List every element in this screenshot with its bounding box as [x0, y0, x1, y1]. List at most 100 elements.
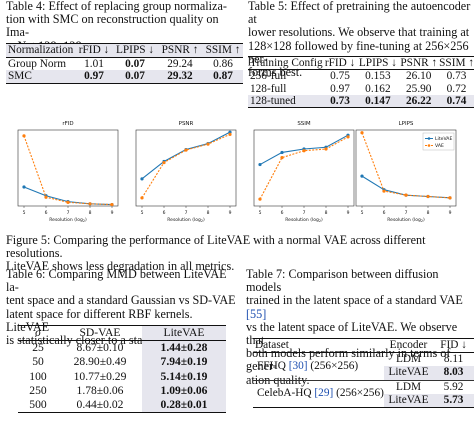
- data-point: [448, 196, 452, 200]
- plot-frame: [135, 129, 237, 207]
- table-row: 500 0.44±0.02 0.28±0.01: [18, 398, 226, 413]
- dataset-cell: FFHQ [30] (256×256): [253, 353, 384, 380]
- data-point: [88, 202, 92, 206]
- x-axis-label-subscript: 2: [201, 219, 203, 223]
- caption-line: vs the latent space of LiteVAE. We obser…: [246, 319, 458, 348]
- x-axis-label-close: ): [85, 217, 87, 223]
- x-tick-label: 6: [163, 210, 166, 216]
- table5: Training Config rFID ↓ LPIPS ↓ PSNR ↑ SS…: [248, 56, 474, 108]
- series-line-vae: [259, 136, 349, 200]
- table-header-row: Training Config rFID ↓ LPIPS ↓ PSNR ↑ SS…: [248, 56, 474, 70]
- x-axis-label: Resolution (log2): [49, 217, 87, 223]
- data-point: [206, 142, 210, 146]
- data-point: [258, 197, 262, 201]
- data-point: [324, 147, 328, 151]
- data-point: [280, 150, 284, 155]
- table-row: 256-full 0.75 0.153 26.10 0.73: [248, 70, 474, 83]
- table-cell: SMC: [8, 70, 32, 83]
- x-axis-label: Resolution (log2): [285, 217, 323, 223]
- x-tick-label: 7: [185, 210, 188, 216]
- table-cell: 0.73: [446, 70, 467, 83]
- table-cell: 50: [32, 355, 44, 369]
- table-row: 128-full 0.97 0.162 25.90 0.72: [248, 83, 474, 95]
- caption-line: latent space for different RBF kernels. …: [6, 306, 193, 334]
- header-cell: LiteVAE: [142, 325, 226, 341]
- table-row: 250 1.78±0.06 1.09±0.06: [18, 383, 226, 399]
- series-line-vae: [361, 132, 451, 199]
- table-cell: 0.74: [446, 94, 467, 107]
- x-tick-label: 5: [23, 210, 26, 216]
- data-point: [66, 200, 70, 204]
- x-axis-label: Resolution (log2): [167, 217, 205, 223]
- dataset-resolution: (256×256): [307, 359, 359, 372]
- data-point: [228, 132, 232, 136]
- table-cell: 500: [29, 398, 47, 412]
- table6-caption: Table 6: Comparing MMD between LiteVAE l…: [6, 267, 238, 347]
- data-point: [184, 148, 188, 152]
- table-cell: 0.153: [365, 70, 391, 83]
- x-tick-label: 8: [325, 210, 328, 216]
- x-axis-label-subscript: 2: [319, 219, 321, 223]
- table-row: 25 8.67±0.10 1.44±0.28: [18, 340, 226, 356]
- citation-link[interactable]: [29]: [314, 387, 334, 400]
- chart-title: rFID: [62, 121, 73, 127]
- table-cell: 256-full: [250, 70, 287, 83]
- table-cell: 25: [32, 341, 44, 355]
- table-cell: 0.97: [330, 82, 350, 95]
- plot-frame: [17, 129, 119, 207]
- caption-line: ation quality.: [246, 372, 310, 387]
- x-axis-label-close: ): [423, 217, 425, 223]
- table-cell: Group Norm: [8, 57, 67, 70]
- table-cell: 25.90: [406, 82, 432, 95]
- citation-link[interactable]: [55]: [246, 306, 267, 321]
- caption-line: 128×128 followed by fine-tuning at 256×2…: [248, 38, 469, 66]
- table-cell: LDM: [395, 380, 422, 393]
- caption-line: Table 6: Comparing MMD between LiteVAE l…: [6, 267, 227, 295]
- x-tick-label: 9: [449, 210, 452, 216]
- table-cell: 0.44±0.02: [76, 398, 124, 412]
- header-cell: rFID ↓: [78, 44, 110, 56]
- chart-title: LPIPS: [399, 121, 414, 127]
- table-cell: 100: [29, 369, 47, 383]
- table-cell: LiteVAE: [388, 393, 429, 406]
- data-point: [44, 195, 48, 199]
- chart-title: PSNR: [179, 121, 194, 127]
- caption-line: tion with SMC on reconstruction quality …: [6, 12, 219, 40]
- table-cell: 5.14±0.19: [142, 369, 226, 384]
- caption-line: lower resolutions. We observe that train…: [248, 25, 470, 40]
- data-point: [162, 160, 166, 165]
- header-cell: SSIM ↑: [439, 57, 474, 69]
- legend-label: VAE: [435, 143, 444, 149]
- legend-marker: [427, 144, 431, 147]
- table4-caption: Table 4: Effect of replacing group norma…: [6, 0, 238, 53]
- caption-line: tent space and a standard Gaussian vs SD…: [6, 293, 236, 308]
- data-point: [110, 202, 114, 207]
- table-cell: 0.86: [213, 57, 233, 70]
- table-cell: 8.11: [443, 353, 464, 366]
- x-tick-label: 8: [207, 210, 210, 216]
- data-point: [346, 135, 350, 139]
- citation-link[interactable]: [30]: [288, 359, 308, 372]
- header-cell: Encoder: [389, 339, 428, 351]
- x-tick-label: 7: [405, 210, 408, 216]
- table-cell: 7.94±0.19: [142, 355, 226, 370]
- figure5-charts: rFID 5 6 7 8 9 Resolution (log2) PSNR 5 6 7 8 9 Resol…: [17, 121, 457, 223]
- data-point: [280, 156, 284, 160]
- table-cell: LDM: [395, 353, 422, 366]
- x-tick-label: 6: [383, 210, 386, 216]
- data-point: [360, 131, 364, 135]
- x-tick-label: 9: [111, 210, 114, 216]
- table-cell: 29.24: [167, 57, 193, 70]
- table7-caption: Table 7: Comparison between diffusion mo…: [246, 267, 473, 387]
- table-cell: 0.87: [213, 70, 233, 83]
- caption-line: LiteVAE shows less degradation in all me…: [6, 259, 235, 274]
- table-cell: 5.92: [443, 380, 464, 393]
- table7: Dataset Encoder FID ↓ FFHQ [30] (256×256…: [253, 338, 474, 408]
- header-cell: FID ↓: [440, 339, 467, 351]
- data-point: [140, 177, 144, 181]
- table-row: CelebA-HQ [29] (256×256) LDM 5.92: [253, 380, 474, 399]
- table-header-row: σ SD-VAE LiteVAE: [18, 325, 226, 341]
- legend-marker: [427, 137, 431, 140]
- caption-text: trained in the latent space of a standar…: [246, 293, 463, 308]
- dataset-name: CelebA-HQ: [257, 387, 315, 400]
